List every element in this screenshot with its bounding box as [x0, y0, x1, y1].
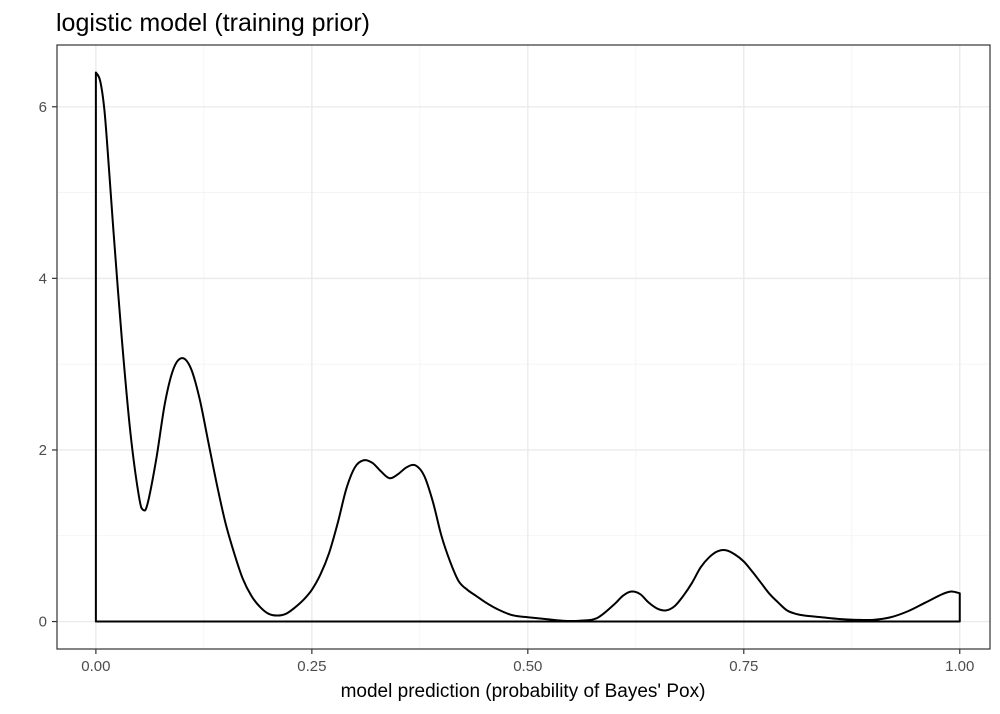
plot-panel	[56, 44, 991, 650]
x-tick-label: 0.25	[297, 658, 326, 675]
density-curve	[94, 71, 961, 623]
y-tick-label: 2	[39, 442, 47, 459]
x-axis-label: model prediction (probability of Bayes' …	[341, 681, 706, 702]
y-tick-label: 4	[39, 270, 47, 287]
panel-border	[56, 44, 991, 650]
major-gridlines	[57, 45, 990, 649]
y-tick-label: 0	[39, 614, 47, 631]
x-tick-label: 0.00	[81, 658, 110, 675]
y-axis: 0 2 4 6	[39, 99, 57, 631]
x-tick-label: 0.50	[513, 658, 542, 675]
x-tick-label: 1.00	[945, 658, 974, 675]
chart-title: logistic model (training prior)	[56, 9, 370, 37]
minor-gridlines	[57, 45, 990, 649]
y-tick-label: 6	[39, 99, 47, 116]
density-series	[94, 71, 961, 623]
x-tick-label: 0.75	[729, 658, 758, 675]
x-axis: 0.00 0.25 0.50 0.75 1.00	[81, 649, 974, 675]
